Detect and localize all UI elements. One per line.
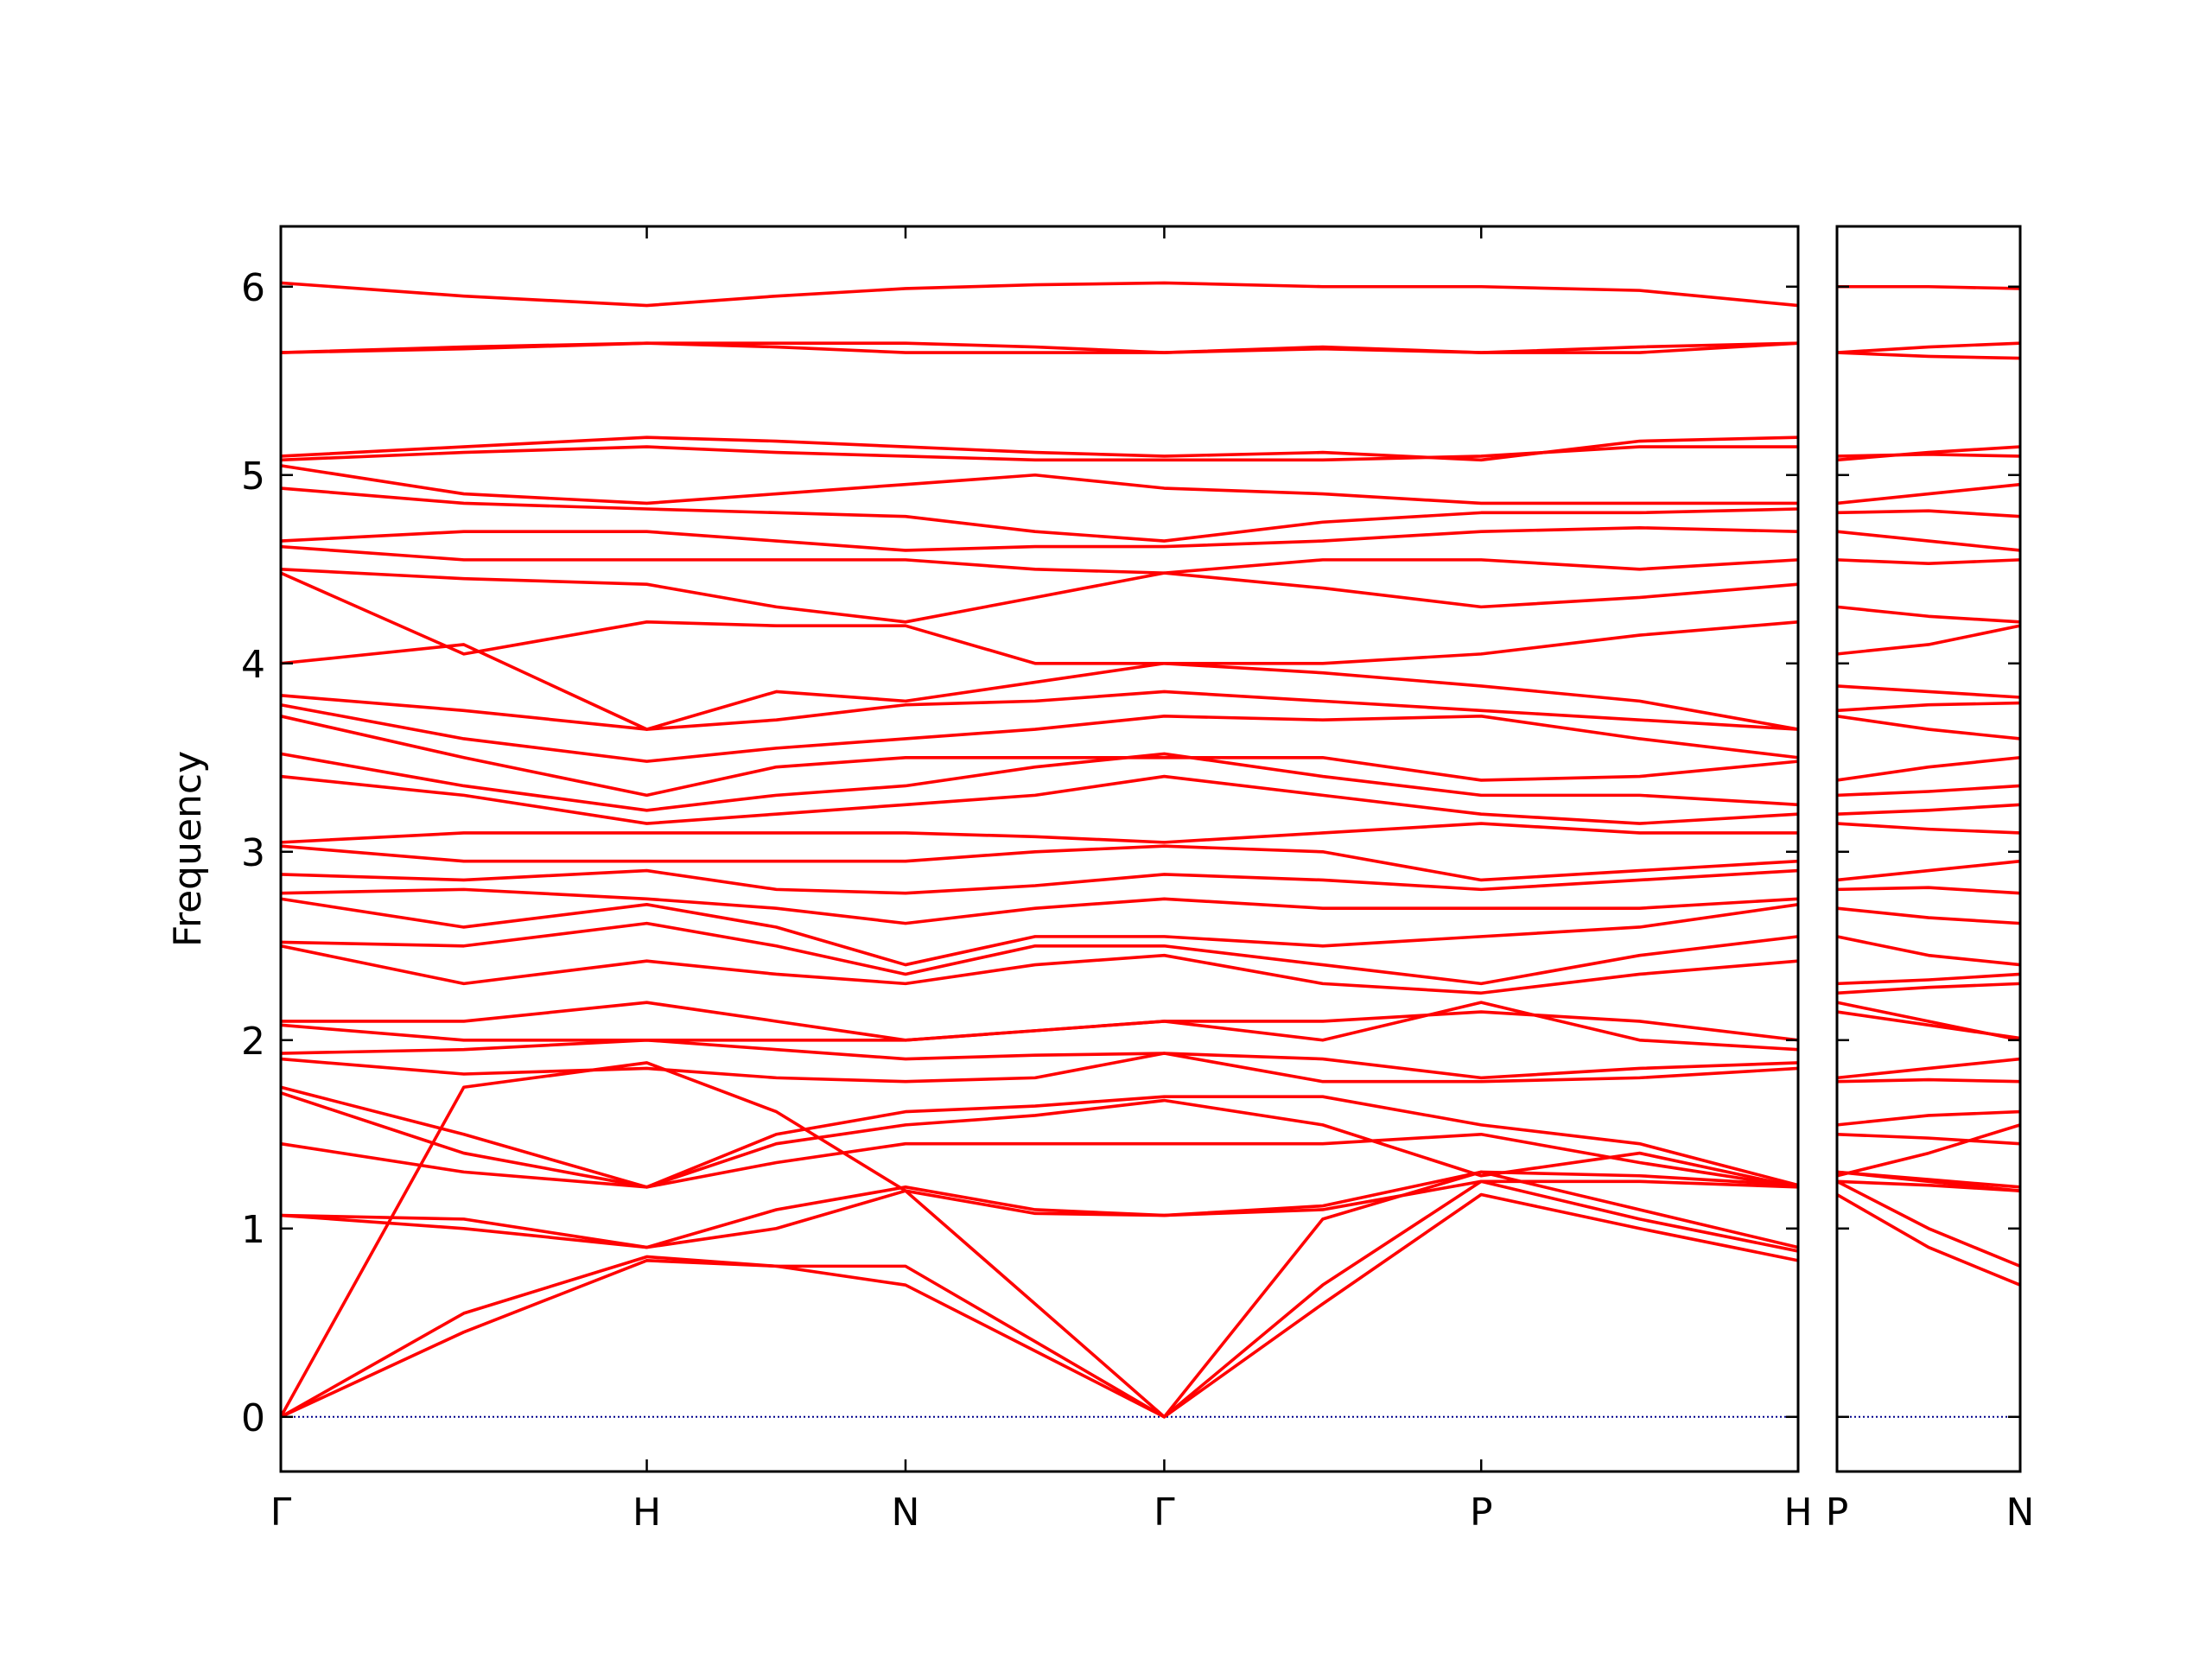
y-tick-label: 6 [241, 266, 265, 310]
band-line [280, 897, 1799, 967]
band-line [1836, 755, 2021, 782]
band-line [280, 1179, 1799, 1249]
band-line [1836, 1109, 2021, 1127]
band-line [1836, 624, 2021, 656]
band-line [1836, 1132, 2021, 1146]
band-line [1836, 982, 2021, 995]
band-line [1836, 1077, 2021, 1084]
plot-frame [279, 225, 1800, 1473]
plot-frame [1835, 225, 2022, 1473]
band-line [280, 1179, 1799, 1419]
band-line [1836, 1123, 2021, 1178]
x-tick-label: Γ [1154, 1491, 1175, 1535]
y-axis-label: Frequency [166, 751, 210, 947]
band-line [1837, 284, 2021, 290]
band-line [1836, 605, 2021, 624]
band-line [280, 774, 1799, 825]
band-line [1836, 482, 2021, 505]
band-line [280, 887, 1799, 925]
band-line [280, 567, 1799, 624]
band-line [1836, 1192, 2021, 1287]
band-line [1836, 906, 2021, 925]
band-line [280, 643, 1799, 731]
band-line [280, 921, 1799, 986]
band-line [1836, 530, 2021, 552]
band-line [280, 1192, 1799, 1419]
band-line [1836, 452, 2021, 458]
band-line [1836, 715, 2021, 741]
x-tick-label: P [1826, 1491, 1849, 1535]
y-tick-label: 2 [241, 1020, 265, 1064]
band-line [280, 1091, 1799, 1189]
band-line [280, 822, 1798, 844]
x-tick-label: N [892, 1491, 920, 1535]
band-line [1836, 341, 2021, 354]
band-line [281, 1001, 1799, 1042]
band-line [1836, 935, 2021, 967]
band-line [1836, 684, 2021, 699]
x-tick-label: H [632, 1491, 661, 1535]
band-line [280, 702, 1799, 763]
band-line [280, 486, 1799, 543]
band-line [280, 526, 1799, 552]
band-line [1836, 1057, 2021, 1080]
band-line [280, 1170, 1799, 1249]
band-line [280, 281, 1799, 308]
band-line [1836, 558, 2021, 566]
y-tick-label: 5 [241, 454, 265, 499]
band-line [280, 715, 1799, 798]
band-line [280, 544, 1799, 575]
band-line [280, 571, 1799, 665]
x-tick-label: P [1470, 1491, 1493, 1535]
band-line [1836, 822, 2021, 835]
band-line [1836, 972, 2021, 986]
band-line [280, 1038, 1799, 1080]
y-tick-label: 4 [241, 643, 265, 687]
x-tick-label: H [1783, 1491, 1812, 1535]
x-tick-label: N [2006, 1491, 2035, 1535]
band-line [280, 341, 1799, 354]
band-line [280, 1001, 1799, 1052]
band-line [1836, 1179, 2021, 1192]
band-line [1836, 445, 2021, 462]
band-line [280, 1052, 1799, 1084]
band-line [1836, 701, 2021, 713]
y-tick-label: 0 [241, 1396, 265, 1440]
y-tick-label: 3 [241, 831, 265, 875]
x-tick-label: Γ [270, 1491, 292, 1535]
band-line [1836, 859, 2021, 882]
band-line [280, 1085, 1799, 1189]
band-line [1836, 509, 2021, 518]
band-line [1836, 1179, 2021, 1268]
band-line [280, 868, 1799, 895]
y-tick-label: 1 [241, 1208, 265, 1252]
band-line [1836, 1170, 2021, 1189]
band-line [1836, 886, 2021, 895]
band-line [280, 690, 1799, 731]
band-line [1836, 803, 2021, 816]
band-line [280, 464, 1798, 505]
band-line [1836, 784, 2021, 798]
band-line [1836, 351, 2021, 360]
band-line [280, 1132, 1799, 1189]
band-line [280, 435, 1799, 462]
band-line [280, 752, 1799, 812]
band-line [1836, 1010, 2021, 1040]
band-line [280, 844, 1799, 882]
band-line [280, 944, 1799, 995]
